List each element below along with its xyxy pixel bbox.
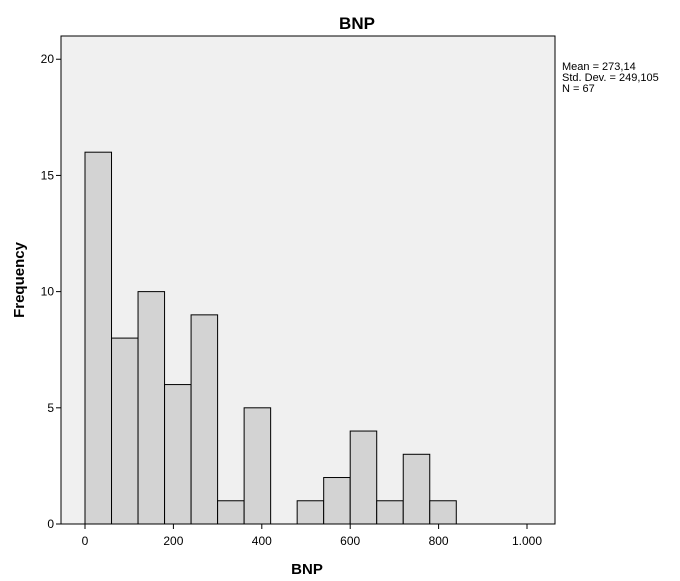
- x-axis-label: BNP: [291, 561, 323, 578]
- x-tick-label: 600: [340, 534, 360, 548]
- x-tick-label: 800: [429, 534, 449, 548]
- y-tick-label: 20: [41, 52, 55, 66]
- y-tick-label: 15: [41, 168, 55, 182]
- histogram-bar: [429, 500, 457, 525]
- x-tick-label: 1.000: [512, 534, 542, 548]
- histogram-bar: [296, 500, 325, 525]
- histogram-bar: [111, 337, 139, 525]
- stat-line: Std. Dev. = 249,105: [562, 72, 659, 84]
- x-tick-label: 0: [82, 534, 89, 548]
- x-tick-label: 400: [252, 534, 272, 548]
- x-axis: 0 200 400 600 800 1.000: [82, 524, 542, 548]
- histogram-bar: [164, 384, 192, 525]
- histogram-bar: [217, 500, 245, 525]
- chart-title: BNP: [339, 14, 375, 33]
- x-tick-label: 200: [163, 534, 183, 548]
- histogram-bar: [323, 477, 351, 525]
- histogram-bar: [376, 500, 404, 525]
- histogram-bar: [349, 430, 378, 525]
- stat-line: Mean = 273,14: [562, 61, 636, 73]
- y-tick-label: 0: [47, 517, 54, 531]
- histogram-bar: [84, 151, 113, 525]
- y-tick-label: 5: [47, 401, 54, 415]
- histogram-bar: [190, 314, 219, 525]
- y-axis: 0 5 10 15 20: [41, 52, 61, 531]
- histogram-bar: [243, 407, 272, 525]
- stat-line: N = 67: [562, 83, 595, 95]
- y-tick-label: 10: [41, 285, 55, 299]
- bars-group: [84, 151, 457, 525]
- histogram-bar: [137, 291, 166, 525]
- histogram-bar: [402, 453, 431, 525]
- y-axis-label: Frequency: [11, 241, 28, 318]
